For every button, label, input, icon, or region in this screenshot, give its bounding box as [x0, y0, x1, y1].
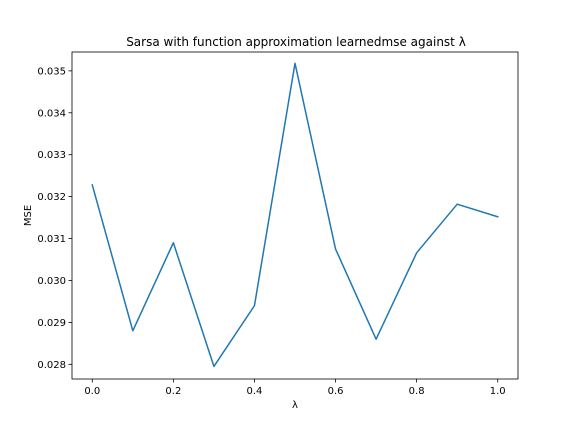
x-tick-label: 0.6 — [328, 386, 344, 397]
y-tick-label: 0.033 — [37, 150, 66, 161]
plot-frame — [71, 51, 519, 380]
y-tick-label: 0.035 — [37, 66, 66, 77]
x-axis-ticks: 0.0 0.2 0.4 0.6 0.8 1.0 — [84, 379, 506, 397]
y-tick-label: 0.029 — [37, 318, 66, 329]
chart-title: Sarsa with function approximation learne… — [126, 35, 466, 49]
y-tick-label: 0.031 — [37, 234, 66, 245]
y-tick-label: 0.028 — [37, 360, 66, 371]
x-tick-label: 1.0 — [490, 386, 506, 397]
series-layer — [91, 62, 499, 368]
x-tick-label: 0.4 — [247, 386, 263, 397]
series-line — [91, 62, 499, 368]
y-axis-label: MSE — [23, 205, 34, 226]
x-tick-label: 0.0 — [84, 386, 100, 397]
x-tick-label: 0.2 — [165, 386, 181, 397]
y-tick-label: 0.030 — [37, 276, 66, 287]
y-tick-label: 0.032 — [37, 192, 66, 203]
y-tick-label: 0.034 — [37, 108, 66, 119]
x-axis-label: λ — [292, 400, 298, 411]
y-axis-ticks: 0.028 0.029 0.030 0.031 0.032 0.033 0.034 0.035 — [37, 66, 72, 371]
x-tick-label: 0.8 — [409, 386, 425, 397]
